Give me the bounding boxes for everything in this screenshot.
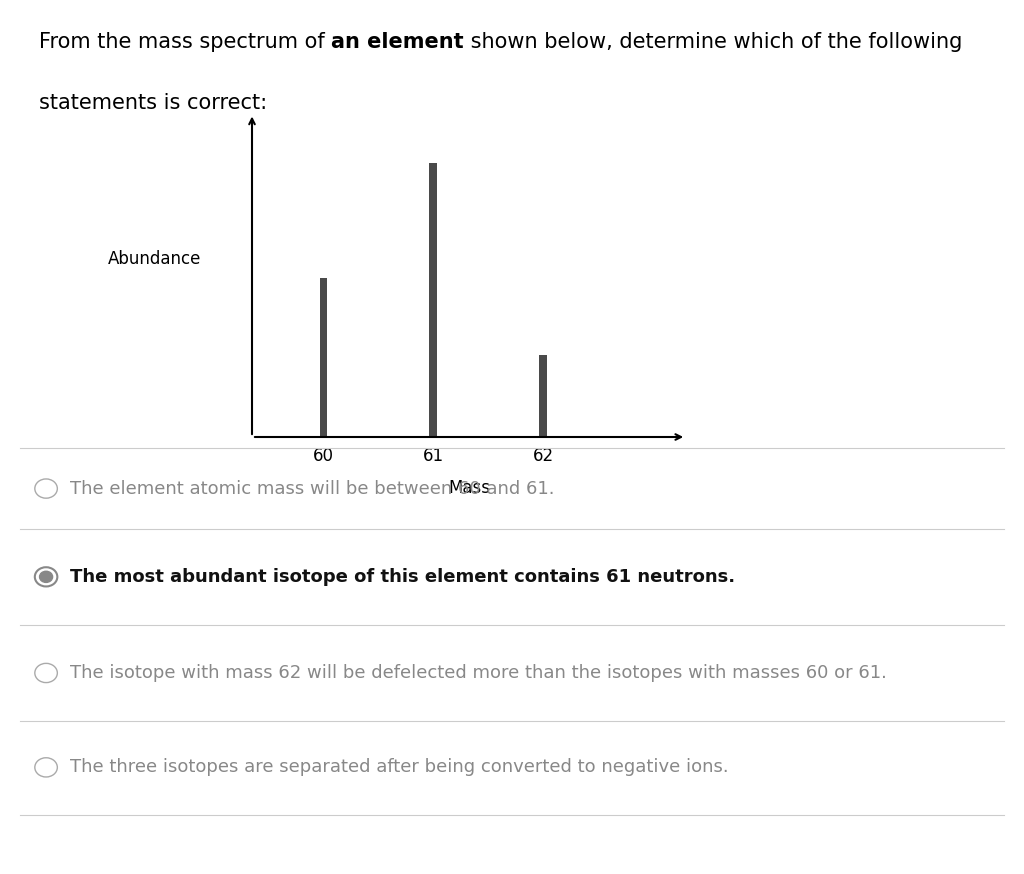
Text: The most abundant isotope of this element contains 61 neutrons.: The most abundant isotope of this elemen… xyxy=(70,568,735,586)
Text: statements is correct:: statements is correct: xyxy=(39,94,267,113)
Text: Abundance: Abundance xyxy=(108,250,201,268)
Text: an element: an element xyxy=(332,31,464,52)
Text: The element atomic mass will be between 60 and 61.: The element atomic mass will be between … xyxy=(70,480,554,497)
Text: From the mass spectrum of: From the mass spectrum of xyxy=(39,31,332,52)
X-axis label: Mass: Mass xyxy=(449,479,490,497)
Bar xyxy=(540,355,547,437)
Bar xyxy=(319,278,328,437)
Text: The isotope with mass 62 will be defelected more than the isotopes with masses 6: The isotope with mass 62 will be defelec… xyxy=(70,664,887,682)
Text: The three isotopes are separated after being converted to negative ions.: The three isotopes are separated after b… xyxy=(70,759,728,776)
Text: shown below, determine which of the following: shown below, determine which of the foll… xyxy=(464,31,963,52)
Bar xyxy=(429,163,437,437)
